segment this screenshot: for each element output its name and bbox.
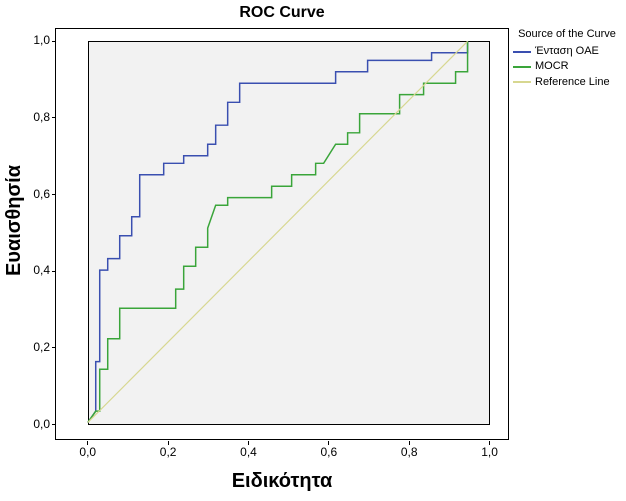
plot-svg xyxy=(56,29,508,439)
xtick-label: 0,4 xyxy=(236,445,260,459)
legend-swatch-1 xyxy=(513,66,531,68)
ytick-label: 0,2 xyxy=(30,340,50,354)
ytick-label: 0,0 xyxy=(30,417,50,431)
legend-swatch-0 xyxy=(513,51,531,53)
x-axis-label: Ειδικότητα xyxy=(55,470,509,493)
xtick-label: 0,8 xyxy=(397,445,421,459)
legend-item-1: MOCR xyxy=(513,60,621,73)
xtick-label: 0,0 xyxy=(76,445,100,459)
legend-label-2: Reference Line xyxy=(535,76,610,89)
ytick-mark xyxy=(52,347,56,348)
xtick-label: 1,0 xyxy=(478,445,502,459)
legend-title: Source of the Curve xyxy=(513,28,621,41)
series-Reference Line xyxy=(88,41,468,422)
ytick-label: 0,8 xyxy=(30,110,50,124)
plot-area: 0,00,20,40,60,81,00,00,20,40,60,81,0 xyxy=(55,28,509,440)
ytick-mark xyxy=(52,194,56,195)
legend-swatch-2 xyxy=(513,81,531,83)
legend-label-1: MOCR xyxy=(535,60,569,73)
roc-chart-container: ROC Curve Ευαισθησία 0,00,20,40,60,81,00… xyxy=(0,0,626,501)
ytick-mark xyxy=(52,117,56,118)
ytick-mark xyxy=(52,41,56,42)
ytick-label: 0,6 xyxy=(30,187,50,201)
legend-item-2: Reference Line xyxy=(513,76,621,89)
chart-title: ROC Curve xyxy=(55,4,509,22)
legend-item-0: Ένταση OAE xyxy=(513,45,621,58)
ytick-label: 0,4 xyxy=(30,263,50,277)
y-axis-label: Ευαισθησία xyxy=(5,0,25,440)
ytick-label: 1,0 xyxy=(30,33,50,47)
legend-label-0: Ένταση OAE xyxy=(535,45,599,58)
legend: Source of the Curve Ένταση OAE MOCR Refe… xyxy=(513,28,621,91)
xtick-label: 0,6 xyxy=(317,445,341,459)
xtick-label: 0,2 xyxy=(156,445,180,459)
ytick-mark xyxy=(52,271,56,272)
ytick-mark xyxy=(52,424,56,425)
